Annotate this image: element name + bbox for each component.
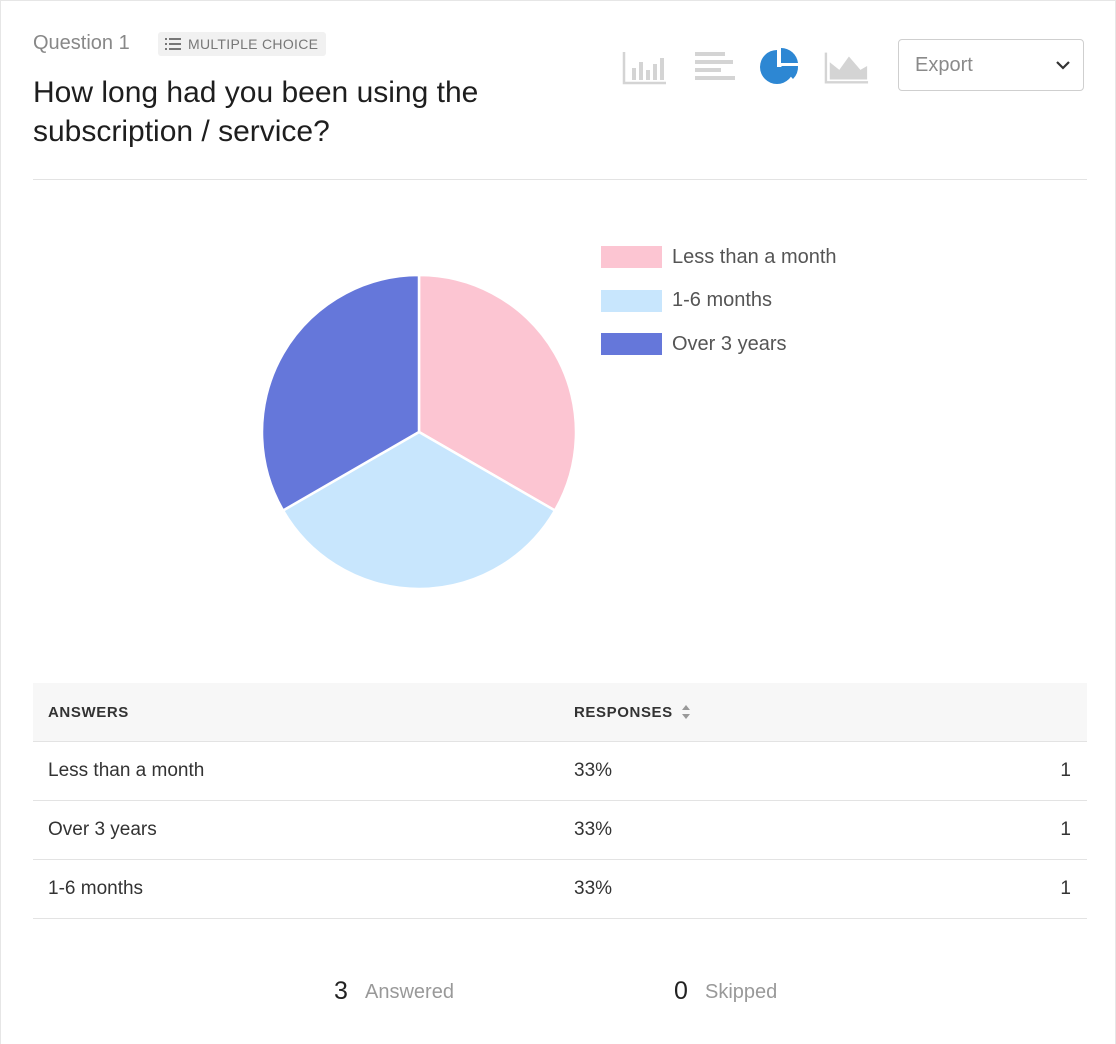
- question-title: How long had you been using the subscrip…: [33, 76, 479, 148]
- responses-column-header[interactable]: RESPONSES: [574, 704, 691, 721]
- percent-cell: 33%: [574, 760, 613, 781]
- answer-cell: Over 3 years: [48, 819, 157, 840]
- header-divider: [33, 179, 1087, 180]
- percent-cell: 33%: [574, 878, 613, 899]
- legend-item[interactable]: Less than a month: [601, 245, 837, 269]
- answered-count: 3: [334, 977, 348, 1005]
- legend-label: 1-6 months: [672, 289, 773, 311]
- percent-cell: 33%: [574, 819, 613, 840]
- horizontal-bar-chart-button[interactable]: [691, 47, 737, 87]
- question-type-label: MULTIPLE CHOICE: [188, 36, 319, 52]
- legend-item[interactable]: Over 3 years: [601, 332, 837, 356]
- question-type-badge: MULTIPLE CHOICE: [158, 32, 327, 56]
- answers-column-header: ANSWERS: [48, 703, 129, 721]
- export-label: Export: [915, 53, 973, 76]
- skipped-label: Skipped: [705, 981, 778, 1003]
- answers-table: ANSWERS RESPONSES Less than a month 33% 1 O…: [33, 683, 1087, 919]
- table-row: Less than a month 33% 1: [33, 742, 1087, 801]
- legend-swatch: [601, 289, 662, 312]
- chart-legend: Less than a month 1-6 months Over 3 years: [601, 245, 837, 376]
- answer-cell: 1-6 months: [48, 878, 144, 899]
- count-cell: 1: [1060, 760, 1071, 781]
- export-dropdown[interactable]: Export: [898, 39, 1084, 91]
- pie-slice[interactable]: [260, 273, 421, 513]
- area-chart-icon: [824, 52, 869, 84]
- pie-chart-icon: [760, 47, 799, 84]
- legend-label: Over 3 years: [672, 332, 787, 355]
- count-cell: 1: [1060, 878, 1071, 899]
- legend-swatch: [601, 246, 662, 268]
- chevron-down-icon: [1056, 61, 1070, 70]
- table-row: 1-6 months 33% 1: [33, 860, 1087, 919]
- horizontal-bar-chart-icon: [695, 52, 735, 80]
- pie-chart: [260, 273, 578, 591]
- table-row: Over 3 years 33% 1: [33, 801, 1087, 860]
- legend-swatch: [601, 333, 662, 355]
- legend-item[interactable]: 1-6 months: [601, 289, 837, 313]
- vertical-bar-chart-button[interactable]: [622, 47, 668, 87]
- question-number: Question 1: [33, 32, 130, 54]
- sort-icon[interactable]: [681, 704, 691, 720]
- legend-label: Less than a month: [672, 245, 837, 268]
- answer-cell: Less than a month: [48, 760, 205, 781]
- table-header: ANSWERS RESPONSES: [33, 683, 1087, 742]
- table-body: Less than a month 33% 1 Over 3 years 33% 1 1-6…: [33, 742, 1087, 919]
- pie-chart-button[interactable]: [756, 47, 802, 87]
- list-icon: [165, 38, 181, 50]
- responses-header-label: RESPONSES: [574, 703, 673, 721]
- count-cell: 1: [1060, 819, 1071, 840]
- pie-slice[interactable]: [417, 273, 578, 513]
- answered-label: Answered: [365, 981, 454, 1003]
- vertical-bar-chart-icon: [622, 52, 666, 85]
- pie-slice[interactable]: [281, 430, 557, 591]
- area-chart-button[interactable]: [824, 47, 870, 87]
- skipped-count: 0: [674, 977, 688, 1005]
